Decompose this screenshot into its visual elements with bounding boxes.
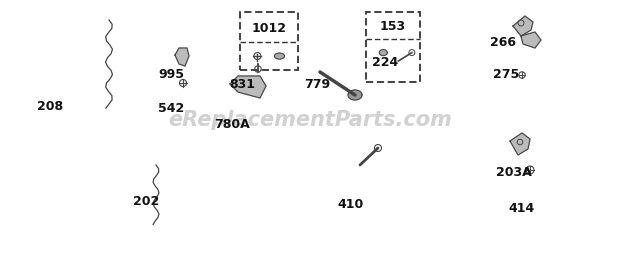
Text: 266: 266 <box>490 36 516 49</box>
Polygon shape <box>348 90 362 100</box>
Text: 1012: 1012 <box>252 22 286 35</box>
Polygon shape <box>379 50 388 56</box>
Text: 153: 153 <box>380 20 406 33</box>
Polygon shape <box>521 32 541 48</box>
Text: 208: 208 <box>37 99 63 113</box>
Polygon shape <box>175 48 189 66</box>
Polygon shape <box>275 53 285 59</box>
Text: 779: 779 <box>304 78 330 91</box>
Text: 831: 831 <box>229 78 255 91</box>
Text: 542: 542 <box>158 102 184 115</box>
Text: 202: 202 <box>133 195 159 208</box>
Bar <box>366 12 420 82</box>
Polygon shape <box>510 133 530 155</box>
Text: eReplacementParts.com: eReplacementParts.com <box>168 110 452 130</box>
Text: 275: 275 <box>493 68 519 81</box>
Polygon shape <box>513 16 533 36</box>
Bar <box>240 12 298 70</box>
Text: 995: 995 <box>158 68 184 81</box>
Text: 780A: 780A <box>214 118 250 131</box>
Text: 414: 414 <box>508 201 534 215</box>
Text: 224: 224 <box>372 56 398 69</box>
Text: 203A: 203A <box>496 166 532 179</box>
Polygon shape <box>230 76 266 98</box>
Text: 410: 410 <box>338 197 364 211</box>
